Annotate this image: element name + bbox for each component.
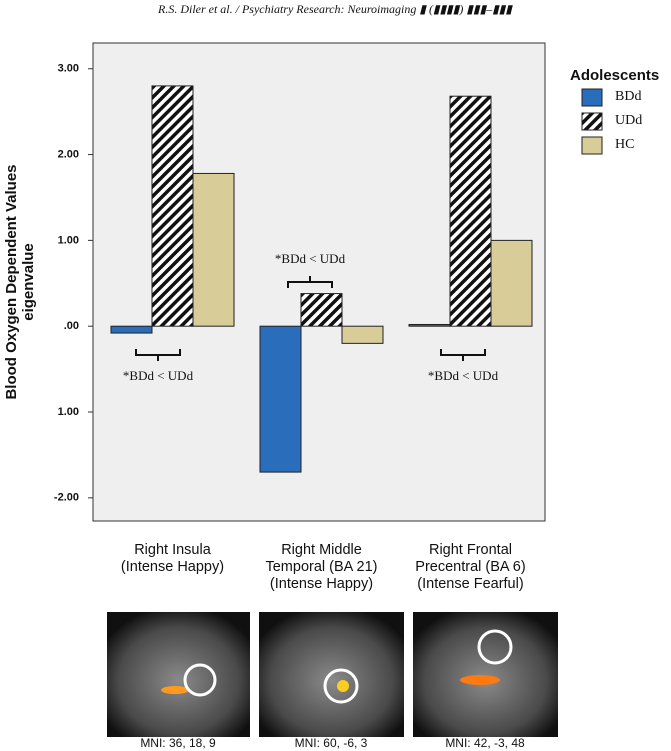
- legend-swatch: [581, 88, 603, 107]
- x-tick-label: Right Insula (Intense Happy): [121, 542, 224, 575]
- y-axis-label: Blood Oxygen Dependent Values: [3, 164, 20, 399]
- bar: [449, 95, 492, 327]
- bar: [300, 293, 343, 327]
- y-tick-label: 1.00: [58, 406, 79, 418]
- bar: [151, 85, 194, 327]
- image-caption: MNI: 36, 18, 9: [140, 736, 216, 750]
- bar: [110, 325, 153, 334]
- y-axis-label: eigenvalue: [20, 243, 37, 321]
- y-tick-label: .00: [64, 320, 79, 332]
- legend-swatch: [581, 112, 603, 131]
- brace: [440, 349, 486, 361]
- image-caption: MNI: 42, -3, 48: [445, 736, 525, 750]
- bar: [490, 239, 533, 327]
- annotation: *BDd < UDd: [428, 368, 499, 383]
- x-tick-label: Right Frontal Precentral (BA 6) (Intense F…: [415, 542, 525, 592]
- bar: [192, 172, 235, 327]
- y-tick-label: -2.00: [54, 492, 79, 504]
- activation: [161, 686, 189, 694]
- y-tick-label: 2.00: [58, 148, 79, 160]
- brace: [135, 349, 181, 361]
- brain-image: [413, 612, 558, 737]
- header: R.S. Diler et al. / Psychiatry Research:…: [157, 2, 513, 16]
- legend-label: HC: [615, 137, 634, 152]
- brain-image: [107, 612, 250, 737]
- y-tick-label: 3.00: [58, 63, 79, 75]
- roi-circle: [477, 629, 513, 665]
- bar: [259, 325, 302, 473]
- brace: [287, 276, 333, 288]
- bar: [341, 325, 384, 344]
- legend-title: Adolescents: [570, 67, 659, 84]
- activation: [460, 675, 500, 685]
- bar: [408, 323, 451, 327]
- annotation: *BDd < UDd: [275, 251, 346, 266]
- activation: [337, 680, 349, 692]
- annotation: *BDd < UDd: [123, 368, 194, 383]
- legend-label: UDd: [615, 113, 642, 128]
- roi-circle: [183, 663, 217, 697]
- image-caption: MNI: 60, -6, 3: [295, 736, 368, 750]
- legend-swatch: [581, 136, 603, 155]
- legend-label: BDd: [615, 89, 641, 104]
- x-tick-label: Right Middle Temporal (BA 21) (Intense Hap…: [265, 542, 377, 592]
- y-tick-label: 1.00: [58, 234, 79, 246]
- brain-images: [107, 612, 558, 737]
- roi-circle: [323, 668, 359, 704]
